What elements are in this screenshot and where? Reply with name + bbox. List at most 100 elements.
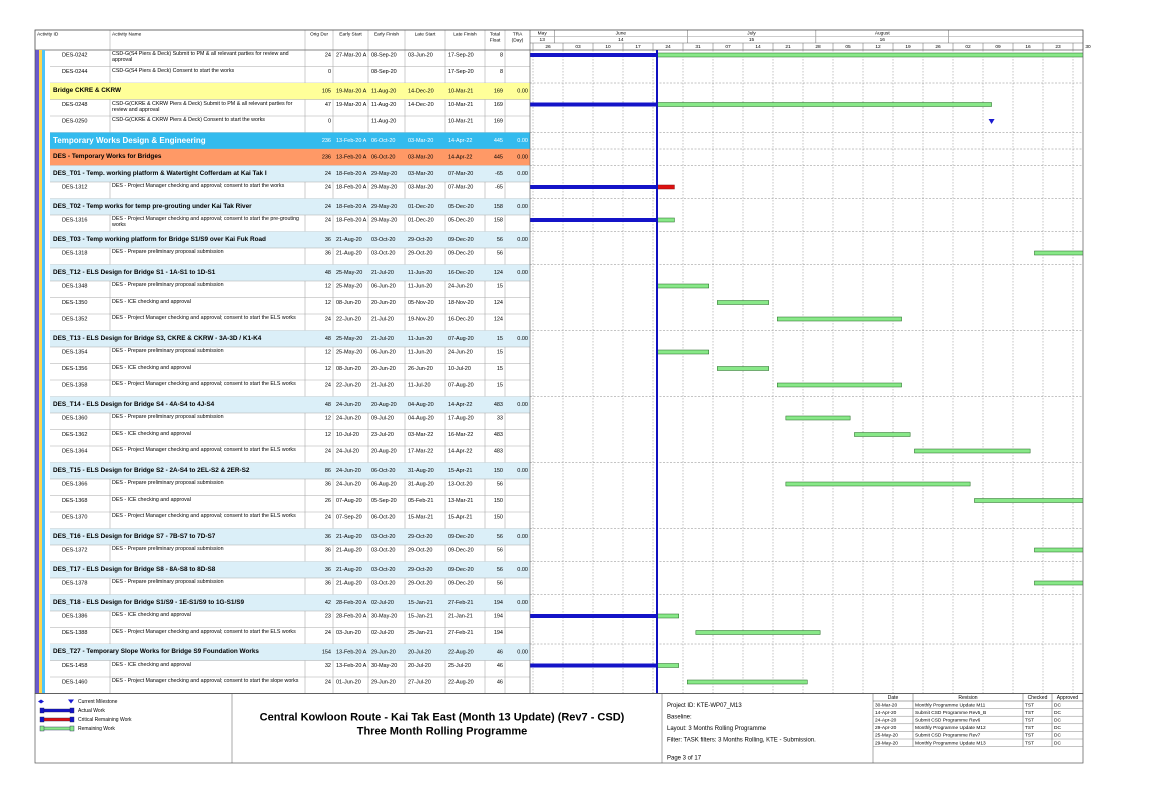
- cell-dur: 48: [325, 402, 331, 408]
- cell-tra: 0.00: [517, 204, 528, 210]
- outline-stripe: [39, 50, 42, 67]
- cell-ef: 20-Aug-20: [371, 448, 397, 454]
- cell-ls: 01-Dec-20: [408, 217, 434, 223]
- cell-ls: 04-Aug-20: [408, 415, 434, 421]
- cell-tf: 56: [497, 237, 503, 243]
- cell-es: 03-Jun-20: [336, 630, 361, 636]
- outline-stripe: [35, 396, 39, 413]
- group-name-box: DES_T16 - ELS Design for Bridge S7 - 7B-…: [53, 533, 215, 540]
- cell-lf: 24-Jun-20: [448, 283, 473, 289]
- cell-es: 24-Jun-20: [336, 415, 361, 421]
- period-label: 16: [880, 37, 886, 43]
- activity-name: DES - Prepare preliminary proposal submi…: [112, 579, 224, 585]
- cell-es: 18-Feb-20 A: [336, 217, 367, 223]
- outline-stripe: [42, 363, 45, 380]
- cell-dur: 24: [325, 52, 331, 58]
- activity-id: DES-1366: [62, 481, 87, 487]
- cell-tra: 0.00: [517, 534, 528, 540]
- band: [50, 462, 530, 479]
- outline-stripe: [42, 660, 45, 677]
- legend-swatch: [41, 708, 73, 713]
- cell-dur: 24: [325, 184, 331, 190]
- remaining-bar: [914, 448, 1031, 454]
- activity-name: CSD-G(S4 Piers & Deck) Consent to start …: [112, 67, 235, 74]
- cell-dur: 12: [325, 366, 331, 372]
- cell-lf: 17-Sep-20: [448, 52, 474, 58]
- cell-ls: 29-Oct-20: [408, 237, 432, 243]
- cell-dur: 105: [322, 89, 331, 95]
- cell-es: 19-Mar-20 A: [336, 102, 367, 108]
- cell-lf: 09-Dec-20: [448, 580, 474, 586]
- outline-stripe: [42, 644, 45, 661]
- cell-ef: 11-Aug-20: [371, 102, 396, 108]
- revision-cell: Monthly Programme Update M11: [915, 702, 986, 708]
- cell-tf: 124: [494, 316, 503, 322]
- activity-name-box: DES - ICE checking and approval: [112, 661, 191, 668]
- cell-dur: 36: [325, 567, 331, 573]
- remaining-bar: [695, 630, 821, 635]
- outline-stripe: [39, 347, 42, 364]
- outline-stripe: [42, 182, 45, 199]
- week-label: 21: [785, 44, 791, 50]
- cell-ls: 17-Mar-22: [408, 448, 433, 454]
- cell-dur: 12: [325, 300, 331, 306]
- group-name: DES - Temporary Works for Bridges: [53, 153, 162, 160]
- activity-name-box: CSD-G(CKRE & CKRW Piers & Deck) Consent …: [112, 117, 265, 123]
- cell-tf: 150: [494, 468, 503, 474]
- activity-name: DES - ICE checking and approval: [112, 661, 191, 668]
- activity-name: DES - Prepare preliminary proposal submi…: [112, 480, 224, 486]
- legend-label: Current Milestone: [78, 699, 118, 705]
- cell-ef: 06-Jun-20: [371, 349, 396, 355]
- cell-lf: 22-Aug-20: [448, 650, 474, 656]
- outline-stripe: [39, 66, 42, 83]
- cell-ls: 04-Aug-20: [408, 402, 434, 408]
- revision-cell: 24-Apr-20: [875, 717, 897, 723]
- cell-lf: 14-Apr-22: [448, 402, 472, 408]
- cell-tf: 46: [497, 679, 503, 685]
- activity-name-box: DES - Prepare preliminary proposal submi…: [112, 579, 224, 585]
- revision-cell: TST: [1025, 710, 1034, 716]
- cell-tf: 15: [497, 349, 503, 355]
- cell-es: 21-Aug-20: [336, 534, 362, 540]
- cell-ef: 08-Sep-20: [371, 52, 397, 58]
- cell-ef: 02-Jul-20: [371, 600, 394, 606]
- cell-ef: 03-Oct-20: [371, 250, 395, 256]
- outline-stripe: [42, 413, 45, 430]
- activity-id: DES-0248: [62, 102, 87, 108]
- revision-cell: DC: [1054, 710, 1061, 716]
- cell-lf: 21-Jan-21: [448, 613, 473, 619]
- cell-dur: 0: [328, 69, 331, 75]
- outline-stripe: [35, 677, 39, 694]
- outline-stripe: [35, 627, 39, 644]
- activity-name-box: CSD-G(S4 Piers & Deck) Consent to start …: [112, 67, 235, 74]
- group-name: DES_T15 - ELS Design for Bridge S2 - 2A-…: [53, 466, 250, 474]
- cell-dur: 23: [325, 613, 331, 619]
- cell-es: 13-Feb-20 A: [336, 155, 367, 161]
- outline-stripe: [35, 330, 39, 347]
- band: [50, 644, 530, 661]
- activity-id: DES-1312: [62, 184, 87, 190]
- cell-tra: 0.00: [517, 567, 528, 573]
- month-label: June: [616, 30, 627, 36]
- activity-name: DES - Project Manager checking and appro…: [112, 216, 299, 228]
- remaining-bar: [656, 102, 992, 107]
- outline-stripe: [35, 99, 39, 116]
- activity-name: DES - Prepare preliminary proposal submi…: [112, 546, 224, 552]
- column-header: TRA: [513, 31, 523, 37]
- cell-es: 21-Aug-20: [336, 580, 362, 586]
- remaining-bar: [1034, 250, 1083, 256]
- cell-tf: 150: [494, 498, 503, 504]
- cell-lf: 09-Dec-20: [448, 547, 474, 553]
- band: [50, 165, 530, 182]
- activity-id: DES-1368: [62, 498, 87, 504]
- cell-tra: 0.00: [517, 468, 528, 474]
- week-label: 31: [695, 44, 701, 50]
- revision-cell: DC: [1054, 702, 1061, 708]
- week-label: 05: [845, 44, 851, 50]
- revision-cell: DC: [1054, 725, 1061, 731]
- outline-stripe: [35, 116, 39, 133]
- cell-dur: 48: [325, 270, 331, 276]
- outline-stripe: [35, 495, 39, 512]
- outline-stripe: [39, 132, 42, 149]
- cell-dur: 154: [322, 650, 331, 656]
